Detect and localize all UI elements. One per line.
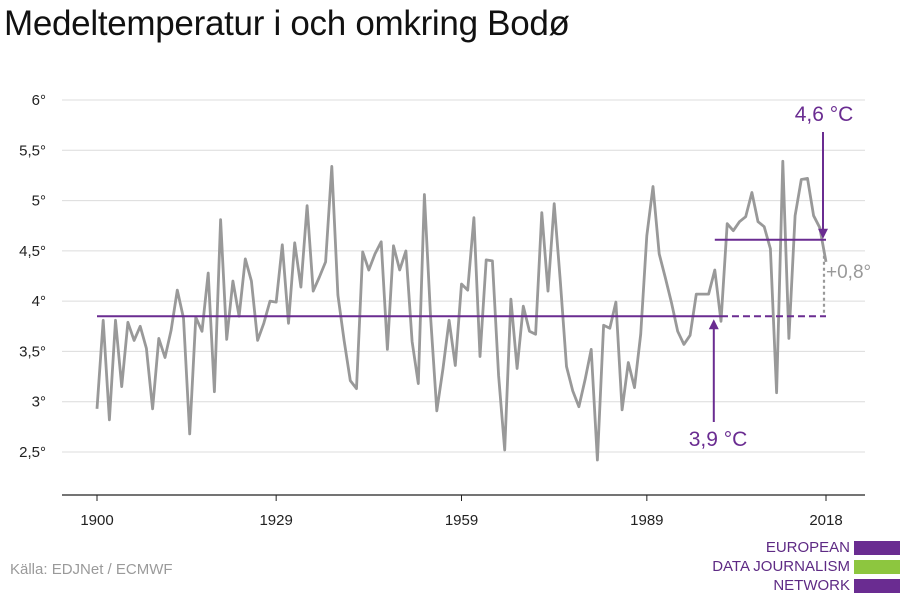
logo-line-network: NETWORK bbox=[773, 577, 850, 594]
y-tick-label: 5° bbox=[32, 193, 46, 210]
annotation-layer: 4,6 °C 3,9 °C +0,8° bbox=[97, 103, 871, 451]
source-note: Källa: EDJNet / ECMWF bbox=[10, 561, 173, 578]
series-layer bbox=[95, 159, 828, 462]
y-tick-label: 2,5° bbox=[19, 444, 46, 461]
x-tick-label: 1929 bbox=[259, 512, 292, 529]
label-baseline-mean: 3,9 °C bbox=[689, 428, 748, 451]
y-tick-label: 6° bbox=[32, 92, 46, 109]
logo-bar-top bbox=[854, 541, 900, 555]
label-difference: +0,8° bbox=[826, 262, 871, 283]
y-axis: 2,5° 3° 3,5° 4° 4,5° 5° 5,5° 6° bbox=[19, 92, 46, 461]
x-tick-label: 1989 bbox=[630, 512, 663, 529]
x-tick-label: 2018 bbox=[809, 512, 842, 529]
y-tick-label: 4° bbox=[32, 293, 46, 310]
logo-bar-bottom bbox=[854, 579, 900, 593]
x-axis: 1900 1929 1959 1989 2018 bbox=[62, 494, 865, 529]
x-tick-label: 1959 bbox=[445, 512, 478, 529]
logo-bar-middle bbox=[854, 560, 900, 574]
grid-lines bbox=[62, 99, 865, 453]
y-tick-label: 3° bbox=[32, 394, 46, 411]
logo-line-european: EUROPEAN bbox=[765, 539, 850, 556]
y-tick-label: 3,5° bbox=[19, 343, 46, 360]
x-tick-label: 1900 bbox=[80, 512, 113, 529]
logo-line-data-journalism: DATA JOURNALISM bbox=[712, 558, 850, 575]
chart-title: Medeltemperatur i och omkring Bodø bbox=[4, 4, 570, 43]
y-tick-label: 4,5° bbox=[19, 243, 46, 260]
edjnet-logo: EUROPEAN DATA JOURNALISM NETWORK bbox=[700, 538, 900, 598]
arrow-low-head bbox=[708, 319, 719, 330]
temperature-series-line bbox=[95, 159, 828, 462]
arrow-high-head bbox=[818, 228, 828, 239]
label-recent-mean: 4,6 °C bbox=[795, 103, 854, 126]
y-tick-label: 5,5° bbox=[19, 142, 46, 159]
